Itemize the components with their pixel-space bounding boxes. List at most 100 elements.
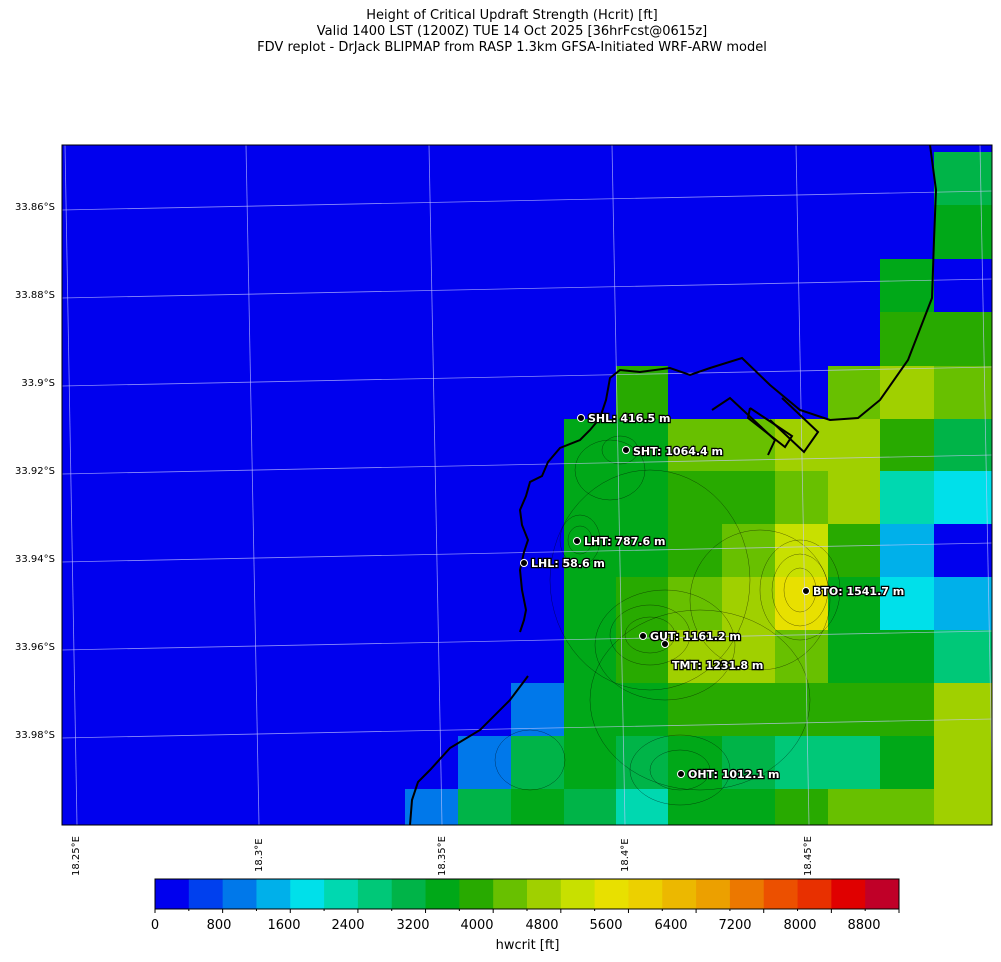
lat-label-33-86: 33.86°S [15,202,55,213]
colorbar-swatch [357,879,393,909]
colorbar-swatch [696,879,731,909]
colorbar-swatch [188,879,224,909]
hcrit-cell [880,419,934,471]
site-label-sht: SHT: 1064.4 m [633,445,723,458]
colorbar-swatch [391,879,427,909]
lon-label-18-45: 18.45°E [803,836,814,876]
colorbar-tick-2400: 2400 [331,918,365,933]
hcrit-cell [828,630,880,683]
site-label-lhl: LHL: 58.6 m [531,557,605,570]
hcrit-cell [934,471,992,524]
colorbar-swatch [459,879,494,909]
hcrit-cell [564,630,616,683]
hcrit-cell [775,683,828,736]
hcrit-cell [511,683,564,736]
hcrit-cell [511,789,564,825]
hcrit-cell [511,736,564,789]
site-label-gut: GUT: 1161.2 m [650,630,741,643]
hcrit-cell [775,736,828,789]
hcrit-cell [616,789,668,825]
hcrit-cell [722,736,775,789]
hcrit-cell [668,524,722,577]
terrain-contours [494,435,841,806]
site-label-lht: LHT: 787.6 m [584,535,665,548]
hcrit-cell [828,524,880,577]
hcrit-cell [934,577,992,630]
hcrit-cell [880,789,934,825]
hcrit-cell [668,471,722,524]
site-marker-lht [573,537,581,545]
hcrit-cell [934,419,992,471]
hcrit-cell [564,471,668,524]
hcrit-cell [880,524,934,577]
hcrit-cell [616,736,668,789]
lat-label-33-94: 33.94°S [15,554,55,565]
hcrit-cell [828,419,880,471]
hcrit-cell [828,683,880,736]
lat-label-33-92: 33.92°S [15,466,55,477]
hcrit-cell [564,789,616,825]
hcrit-cell [934,630,992,683]
hcrit-cell [934,683,992,736]
colorbar-label: hwcrit [ft] [495,938,560,953]
hcrit-cell [934,152,992,205]
colorbar-swatch [290,879,325,909]
hcrit-cell [880,577,934,630]
lat-label-33-88: 33.88°S [15,290,55,301]
hcrit-map [62,145,992,825]
hcrit-cell [880,736,934,789]
hcrit-cell [722,683,775,736]
hcrit-cell [934,366,992,419]
colorbar-swatch [797,879,832,909]
site-label-oht: OHT: 1012.1 m [688,768,779,781]
hcrit-cell [458,736,511,789]
map-subtitle-valid-time: Valid 1400 LST (1200Z) TUE 14 Oct 2025 [… [316,24,708,39]
map-title: Height of Critical Updraft Strength (Hcr… [366,8,658,23]
site-marker-shl [577,414,585,422]
hcrit-cell [828,789,880,825]
hcrit-cell [616,577,668,630]
hcrit-cell [775,789,828,825]
hcrit-cell [722,577,775,630]
colorbar-swatch [865,879,900,909]
hcrit-cell [722,789,775,825]
hcrit-cell [775,471,828,524]
hcrit-cell [722,471,775,524]
colorbar-swatch [662,879,697,909]
colorbar-tick-3200: 3200 [396,918,430,933]
colorbar-tick-7200: 7200 [718,918,752,933]
site-marker-bto [802,587,810,595]
hcrit-cell [880,366,934,419]
hcrit-cell [564,736,616,789]
site-marker-oht [677,770,685,778]
hcrit-cell [668,683,722,736]
colorbar-swatch [324,879,359,909]
hcrit-cell [668,630,722,683]
colorbar-tick-0: 0 [150,918,160,933]
hcrit-cell [668,419,722,471]
hcrit-cell [668,736,722,789]
colorbar-tick-4000: 4000 [460,918,494,933]
colorbar-swatch [729,879,765,909]
site-marker-sht [622,446,630,454]
lon-label-18-4: 18.4°E [620,838,631,872]
lon-label-18-25: 18.25°E [71,836,82,876]
site-label-shl: SHL: 416.5 m [588,412,670,425]
hcrit-cell [616,683,668,736]
hcrit-cell [880,471,934,524]
hcrit-cell [934,205,992,259]
hcrit-cell [880,259,934,312]
hcrit-cell [934,736,992,789]
hcrit-cell [880,630,934,683]
colorbar-swatch [256,879,291,909]
lat-label-33-96: 33.96°S [15,642,55,653]
colorbar-swatch [222,879,257,909]
lon-label-18-35: 18.35°E [437,836,448,876]
hcrit-cell [828,366,880,419]
hcrit-cell [934,524,992,577]
colorbar-swatch [155,879,190,909]
colorbar-swatch [763,879,799,909]
hcrit-cell [775,577,828,630]
site-marker-gut [639,632,647,640]
hcrit-cell [668,789,722,825]
